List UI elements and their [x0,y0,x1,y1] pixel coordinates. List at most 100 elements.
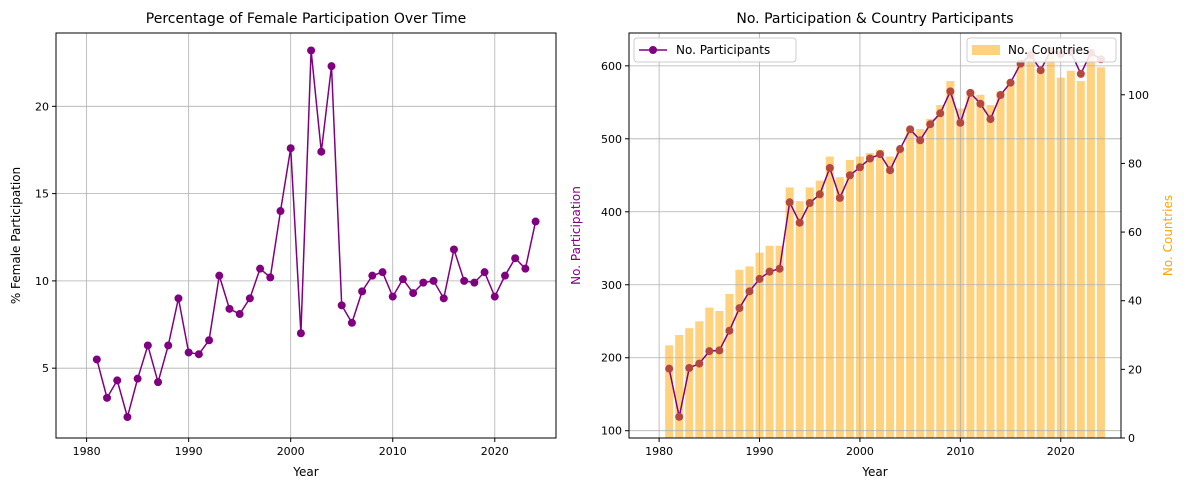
chart1-point [92,355,101,364]
chart1-point [368,271,377,280]
chart1-point [174,294,183,303]
chart2-xtick-label: 2010 [946,445,974,458]
chart2-bar-countries [926,118,935,438]
chart2-bar-countries [1036,70,1045,438]
chart2-ytick-right-label: 60 [1128,226,1142,239]
chart1-point [123,413,132,422]
chart1-point [500,271,509,280]
chart1-point [398,275,407,284]
chart1-xtick-label: 2000 [277,445,305,458]
chart2-ytick-right-label: 80 [1128,157,1142,170]
chart2-ytick-left-label: 500 [601,133,622,146]
chart2-bar-countries [1046,53,1055,438]
chart2-point [855,163,864,172]
chart1-point [103,393,112,402]
chart1-point [337,301,346,310]
chart2-point [916,136,925,145]
chart2-point [675,412,684,421]
chart2-y-left-label: No. Participation [569,186,583,285]
chart2-bar-countries [725,293,734,438]
chart2-point [1006,78,1015,87]
chart1-series-line [96,50,537,420]
chart2-series-line [668,49,1102,417]
chart2-point [715,346,724,355]
chart1-xtick-label: 2010 [379,445,407,458]
chart1-point [439,294,448,303]
chart2-bar-countries [785,187,794,438]
chart1-point [215,271,224,280]
chart2-bar-countries [815,180,824,438]
legend-participants-box [633,37,797,63]
chart1-point [286,144,295,153]
chart2-point [966,88,975,97]
chart2-title: No. Participation & Country Participants [736,11,1013,27]
chart1-point [531,217,540,226]
chart1-grid [56,33,556,438]
chart1-point [490,292,499,301]
chart2-point [1036,66,1045,75]
chart2-y-right-label: No. Countries [1161,195,1175,276]
chart2-ytick-left-label: 300 [601,279,622,292]
chart2-bar-countries [876,149,885,438]
chart1-point [164,341,173,350]
chart1-xtick-label: 1990 [175,445,203,458]
chart2-point [976,99,985,108]
chart1-ytick-label: 5 [42,362,49,375]
chart2-grid [629,33,1121,438]
chart2-ytick-left-label: 600 [601,60,622,73]
chart2-ytick-right-label: 20 [1128,363,1142,376]
chart1-xtick-label: 2020 [481,445,509,458]
legend-participants-marker [649,46,657,54]
chart1-ytick-label: 15 [35,188,49,201]
chart2-bar-countries [835,177,844,439]
chart1-point [317,147,326,156]
chart1-point [266,273,275,282]
chart2-bar-countries [765,245,774,438]
chart2-bar-countries [675,335,684,438]
chart2-bar-countries [1006,81,1015,439]
chart1-point [327,62,336,71]
chart2-x-label: Year [861,465,887,479]
chart2-point [665,364,674,373]
chart2-bar-countries [1016,63,1025,438]
legend-countries-box [966,37,1117,63]
chart2-bar-countries [966,91,975,438]
chart1-ytick-label: 10 [35,275,49,288]
chart2-bar-countries [745,266,754,438]
chart1-point [449,245,458,254]
chart2-point [815,190,824,199]
chart1-point [511,254,520,263]
chart2-bar-countries [986,105,995,439]
chart2-bar-countries [805,187,814,438]
chart2-bar-countries [825,156,834,438]
chart2-point [926,120,935,129]
chart1-point [143,341,152,350]
chart2-ytick-right-label: 0 [1128,432,1135,445]
chart1-point [460,276,469,285]
chart1-point [113,376,122,385]
chart1-point [133,374,142,383]
legend-participants-label: No. Participants [676,43,770,57]
chart1-title: Percentage of Female Participation Over … [146,11,466,27]
chart1-point [480,268,489,277]
chart2-point [825,164,834,172]
chart1-point [388,292,397,301]
chart1-frame [55,32,557,439]
chart-participation-countries: 1980 1990 2000 2010 2020 100200300400500600 … [569,11,1175,479]
chart2-bar-countries [1066,70,1075,438]
chart2-bar-countries [735,269,744,438]
chart2-xtick-label: 2020 [1047,445,1075,458]
chart2-point [795,218,804,227]
chart2-bar-countries [775,245,784,438]
chart2-frame [628,32,1122,439]
chart1-point [245,294,254,303]
chart1-point [225,304,234,313]
chart2-xtick-label: 1980 [645,445,673,458]
chart2-point [1076,69,1085,78]
chart2-point [865,154,874,163]
chart1-x-ticks: 1980 1990 2000 2010 2020 [73,438,509,458]
chart2-ytick-right-label: 40 [1128,295,1142,308]
chart1-point [409,289,418,298]
chart2-xtick-label: 2000 [846,445,874,458]
